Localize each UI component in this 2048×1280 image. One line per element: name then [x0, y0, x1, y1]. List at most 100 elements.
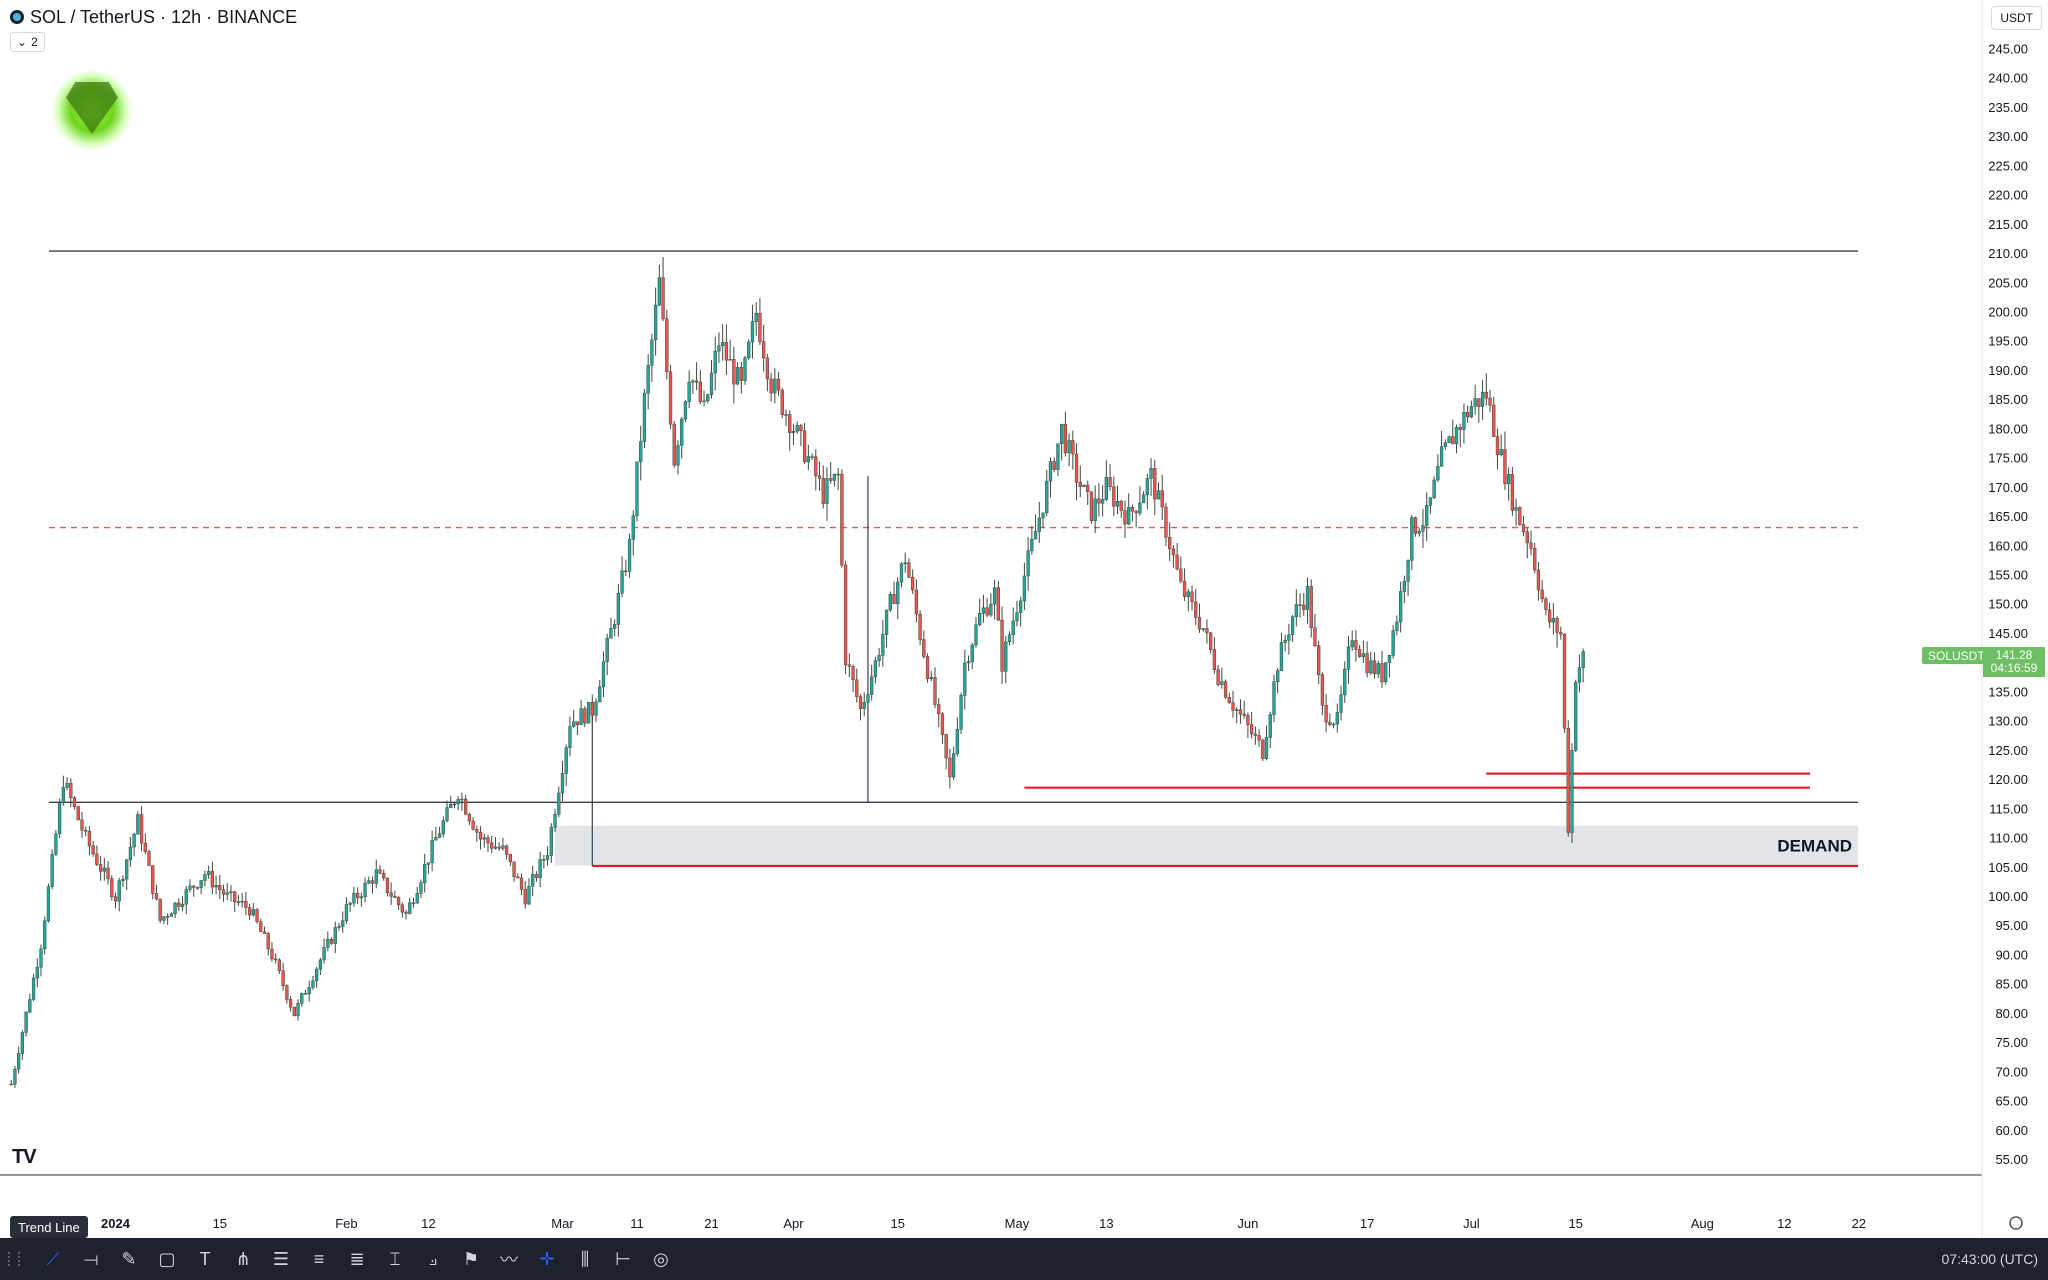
- candle-body-323: [1212, 649, 1217, 670]
- candle-body-24: [98, 864, 103, 872]
- candle-body-277: [1041, 512, 1045, 519]
- price-tick-240: 240.00: [1988, 71, 2028, 86]
- candle-body-96: [367, 880, 371, 884]
- candle-body-35: [139, 814, 144, 844]
- candle-body-250: [940, 713, 945, 735]
- currency-button[interactable]: USDT: [1991, 6, 2042, 30]
- candle-body-163: [616, 592, 621, 625]
- candle-body-231: [870, 676, 874, 695]
- trend-line-icon[interactable]: ⟋: [46, 1248, 60, 1269]
- candle-body-397: [1488, 397, 1492, 406]
- candle-body-310: [1164, 506, 1168, 538]
- symbol-price-label: SOLUSDT: [1922, 647, 1991, 664]
- settings-gear-icon[interactable]: [2009, 1216, 2023, 1230]
- rectangle-icon[interactable]: ▢: [158, 1248, 176, 1269]
- candle-body-8: [39, 948, 43, 968]
- candle-body-282: [1060, 423, 1064, 444]
- candle-body-107: [408, 902, 412, 914]
- chart-header: SOL / TetherUS · 12h · BINANCE: [10, 6, 297, 28]
- solana-logo-icon: [10, 10, 24, 24]
- candle-body-116: [441, 820, 445, 835]
- candle-body-221: [832, 473, 837, 481]
- flag-icon[interactable]: ⚑: [462, 1248, 480, 1269]
- candle-body-296: [1112, 486, 1116, 507]
- candle-body-343: [1287, 634, 1291, 641]
- candle-body-38: [151, 865, 155, 894]
- crosshair-icon[interactable]: ✛: [539, 1248, 555, 1269]
- candle-body-94: [359, 896, 364, 899]
- symbol-title[interactable]: SOL / TetherUS · 12h · BINANCE: [30, 6, 298, 27]
- candle-body-228: [858, 696, 863, 709]
- magnet-icon[interactable]: ◎: [653, 1248, 669, 1269]
- candle-body-71: [274, 958, 278, 961]
- candle-body-333: [1249, 724, 1254, 735]
- price-tick-225: 225.00: [1988, 158, 2028, 173]
- candle-body-375: [1406, 560, 1410, 582]
- candle-body-179: [676, 445, 680, 466]
- candle-body-291: [1093, 498, 1097, 522]
- gann-icon[interactable]: ≣: [349, 1248, 365, 1269]
- candle-body-30: [121, 878, 125, 882]
- candle-body-200: [754, 313, 758, 322]
- toolbar-grip-icon[interactable]: [8, 1252, 20, 1266]
- zigzag-icon[interactable]: 〰: [500, 1250, 518, 1270]
- candle-body-251: [944, 734, 948, 759]
- candle-body-307: [1153, 468, 1157, 500]
- candle-body-149: [564, 747, 568, 774]
- candle-body-189: [713, 350, 717, 374]
- candle-body-294: [1104, 477, 1108, 500]
- candle-body-187: [706, 394, 710, 402]
- measure-icon[interactable]: ⊢: [615, 1248, 631, 1269]
- pattern-icon[interactable]: ⌶: [389, 1248, 401, 1269]
- candle-body-23: [95, 853, 99, 865]
- candle-body-10: [46, 886, 51, 922]
- candle-body-388: [1454, 426, 1459, 445]
- price-tick-80: 80.00: [1995, 1006, 2028, 1021]
- candle-body-66: [255, 909, 259, 923]
- candle-body-374: [1402, 581, 1406, 592]
- price-tick-205: 205.00: [1988, 275, 2028, 290]
- time-tick-12: 17: [1360, 1216, 1374, 1231]
- pitchfork-icon[interactable]: ⋔: [235, 1248, 251, 1269]
- candle-body-321: [1205, 628, 1209, 634]
- candle-body-40: [158, 898, 162, 921]
- candle-body-389: [1458, 426, 1462, 430]
- candle-body-20: [84, 829, 88, 832]
- candle-body-312: [1171, 548, 1176, 556]
- indicator-toggle[interactable]: ⌄ 2: [10, 32, 45, 52]
- tradingview-logo-icon[interactable]: TV: [12, 1146, 37, 1168]
- utc-clock[interactable]: 07:43:00 (UTC): [1941, 1251, 2038, 1267]
- candle-body-404: [1514, 507, 1518, 511]
- candle-body-157: [594, 701, 598, 716]
- price-tick-150: 150.00: [1988, 597, 2028, 612]
- candle-body-399: [1495, 436, 1500, 455]
- candle-body-377: [1413, 517, 1418, 534]
- candle-body-328: [1231, 702, 1235, 711]
- ray-icon[interactable]: ⟞: [83, 1248, 99, 1269]
- path-icon[interactable]: ⟓: [428, 1248, 438, 1269]
- candle-body-82: [315, 968, 319, 982]
- channel-icon[interactable]: ≡: [313, 1248, 325, 1269]
- candle-body-364: [1365, 653, 1369, 674]
- candle-body-169: [639, 441, 643, 463]
- candle-body-261: [981, 607, 986, 614]
- candle-body-11: [50, 854, 54, 887]
- text-icon[interactable]: T: [199, 1248, 211, 1269]
- candle-body-15: [65, 782, 69, 788]
- candle-body-55: [214, 885, 218, 888]
- candle-body-287: [1078, 482, 1082, 487]
- candle-body-142: [538, 859, 542, 878]
- candle-body-396: [1484, 391, 1488, 399]
- candle-body-395: [1480, 391, 1485, 407]
- candle-body-305: [1145, 478, 1149, 496]
- candle-body-65: [251, 909, 255, 916]
- candle-body-2: [17, 1053, 21, 1070]
- candle-body-411: [1540, 589, 1544, 600]
- fib-icon[interactable]: ☰: [272, 1248, 290, 1269]
- candle-tool-icon[interactable]: ⫼: [580, 1248, 590, 1269]
- candle-body-64: [247, 907, 252, 916]
- price-tick-200: 200.00: [1988, 304, 2028, 319]
- candle-body-127: [482, 837, 486, 840]
- brush-icon[interactable]: ✎: [121, 1248, 137, 1269]
